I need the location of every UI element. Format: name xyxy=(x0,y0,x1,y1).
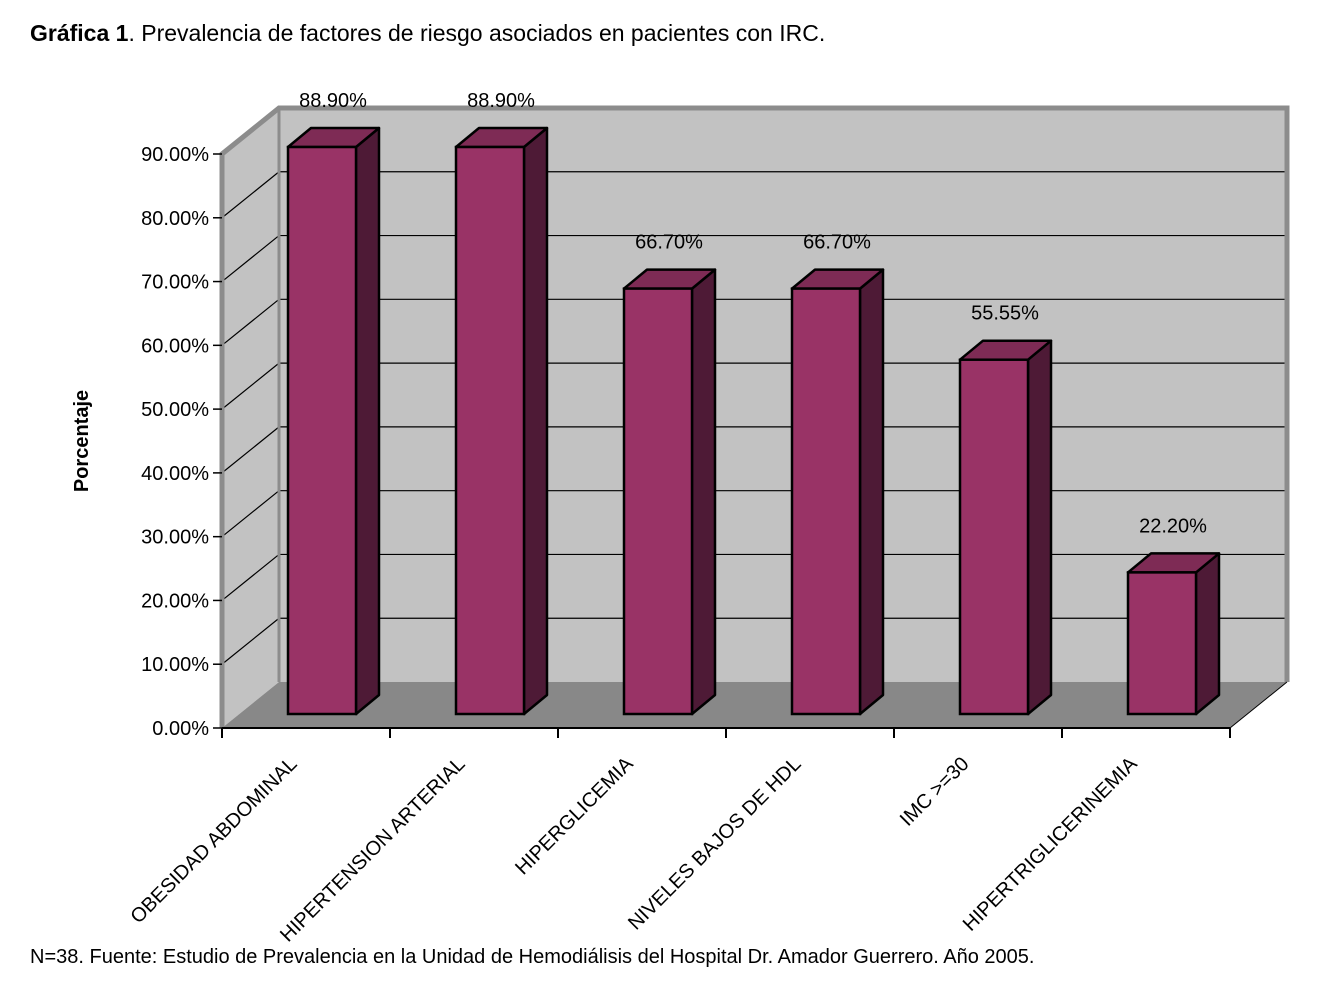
bar-value-label: 88.90% xyxy=(467,90,535,112)
bar-front-face xyxy=(286,145,358,716)
y-tick-label: 80.00% xyxy=(141,208,209,230)
category-label: NIVELES BAJOS DE HDL xyxy=(624,753,805,934)
y-tick-label: 20.00% xyxy=(141,590,209,612)
bar-front-face xyxy=(790,287,862,716)
y-tick-label: 90.00% xyxy=(141,144,209,166)
y-tick-label: 70.00% xyxy=(141,272,209,294)
chart-title-bold: Gráfica 1 xyxy=(30,20,129,46)
bar-side-face xyxy=(354,126,381,716)
bar-value-label: 88.90% xyxy=(299,90,367,112)
bar xyxy=(958,339,1053,716)
category-label: HIPERTRIGLICERINEMIA xyxy=(959,753,1142,936)
bar-side-face xyxy=(858,268,885,716)
side-wall xyxy=(222,108,279,728)
bar xyxy=(790,268,885,716)
chart-title: Gráfica 1. Prevalencia de factores de ri… xyxy=(30,20,825,48)
bar-value-label: 66.70% xyxy=(803,232,871,254)
y-tick-label: 60.00% xyxy=(141,335,209,357)
y-tick-label: 50.00% xyxy=(141,399,209,421)
bar-value-label: 22.20% xyxy=(1139,515,1207,537)
floor-right-edge xyxy=(1229,681,1288,729)
y-tick-label: 0.00% xyxy=(152,718,209,740)
y-tick-label: 30.00% xyxy=(141,527,209,549)
bar-side-face xyxy=(1026,339,1053,716)
bar-front-face xyxy=(1126,571,1198,716)
bar-side-face xyxy=(1194,552,1221,716)
bar xyxy=(622,268,717,716)
bar xyxy=(454,126,549,716)
bar-front-face xyxy=(622,287,694,716)
back-wall xyxy=(279,108,1287,682)
category-label: HIPERTENSION ARTERIAL xyxy=(276,753,469,946)
y-tick-label: 40.00% xyxy=(141,463,209,485)
bar xyxy=(286,126,381,716)
bar-front-face xyxy=(454,145,526,716)
source-note: N=38. Fuente: Estudio de Prevalencia en … xyxy=(30,946,1035,968)
y-axis-title: Porcentaje xyxy=(71,390,93,492)
bar xyxy=(1126,552,1221,716)
category-label: IMC >=30 xyxy=(896,753,974,831)
bar-value-label: 55.55% xyxy=(971,303,1039,325)
y-tick-label: 10.00% xyxy=(141,654,209,676)
bar-side-face xyxy=(690,268,717,716)
bar-value-label: 66.70% xyxy=(635,232,703,254)
bar-front-face xyxy=(958,358,1030,716)
category-label: OBESIDAD ABDOMINAL xyxy=(126,753,301,928)
bar-side-face xyxy=(522,126,549,716)
category-label: HIPERGLICEMIA xyxy=(511,753,638,880)
chart-title-rest: . Prevalencia de factores de riesgo asoc… xyxy=(128,20,826,46)
